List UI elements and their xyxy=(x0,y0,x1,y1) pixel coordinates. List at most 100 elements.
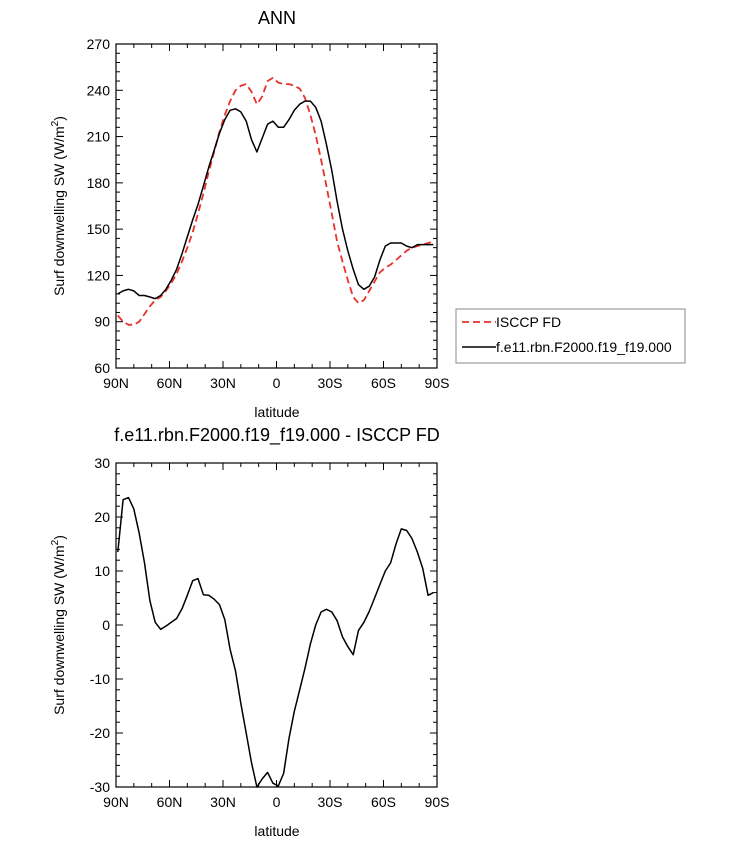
bottom-x-tick-label: 0 xyxy=(273,794,281,810)
bottom-series-1-point xyxy=(123,499,124,500)
bottom-series-1-point xyxy=(374,597,375,598)
top-series-2-point xyxy=(304,100,305,101)
bottom-series-1-point xyxy=(165,625,166,626)
top-x-tick-label: 60S xyxy=(371,375,396,391)
top-series-1-point xyxy=(123,321,124,322)
top-series-2-point xyxy=(128,289,129,290)
top-series-2-point xyxy=(299,104,300,105)
top-series-1-point xyxy=(230,100,231,101)
top-y-tick-label: 150 xyxy=(87,221,111,237)
top-series-2-point xyxy=(422,244,423,245)
bottom-series-1-point xyxy=(395,543,396,544)
top-series-1-point xyxy=(176,273,177,274)
top-series-line-1 xyxy=(117,77,434,326)
bottom-panel: f.e11.rbn.F2000.f19_f19.000 - ISCCP FD 9… xyxy=(50,425,449,839)
top-series-2-point xyxy=(144,295,145,296)
top-series-1-point xyxy=(203,193,204,194)
top-series-1-point xyxy=(197,213,198,214)
top-series-2-point xyxy=(256,151,257,152)
top-series-1-point xyxy=(390,264,391,265)
bottom-series-1-point xyxy=(144,562,145,563)
bottom-x-tick-label: 30S xyxy=(318,794,343,810)
top-x-tick-label: 30N xyxy=(210,375,236,391)
bottom-series-1-point xyxy=(294,711,295,712)
top-series-1-point xyxy=(187,247,188,248)
top-y-tick-label: 90 xyxy=(94,314,110,330)
bottom-series-1-point xyxy=(315,624,316,625)
bottom-y-axis-label: Surf downwelling SW (W/m2) xyxy=(50,535,67,715)
bottom-series-1-point xyxy=(406,530,407,531)
bottom-series-1-point xyxy=(288,738,289,739)
bottom-series-1-point xyxy=(224,619,225,620)
bottom-series-1-point xyxy=(326,609,327,610)
bottom-series-1-point xyxy=(128,497,129,498)
top-series-2-point xyxy=(219,133,220,134)
bottom-series-1-point xyxy=(171,622,172,623)
bottom-series-1-point xyxy=(304,668,305,669)
top-series-1-point xyxy=(299,88,300,89)
top-series-1-point xyxy=(192,232,193,233)
bottom-series-1-point xyxy=(390,562,391,563)
top-series-1-point xyxy=(235,90,236,91)
bottom-series-1-point xyxy=(230,649,231,650)
top-series-2-point xyxy=(213,150,214,151)
top-series-1-point xyxy=(320,159,321,160)
bottom-series-1-point xyxy=(256,786,257,787)
top-series-1-point xyxy=(395,259,396,260)
top-series-1-point xyxy=(401,255,402,256)
bottom-series-1-point xyxy=(385,570,386,571)
top-series-2-point xyxy=(379,259,380,260)
top-series-1-point xyxy=(374,281,375,282)
bottom-x-tick-label: 90S xyxy=(425,794,450,810)
top-series-1-point xyxy=(326,185,327,186)
top-y-tick-label: 60 xyxy=(94,360,110,376)
top-series-1-point xyxy=(294,85,295,86)
top-series-2-point xyxy=(160,295,161,296)
bottom-series-1-point xyxy=(267,772,268,773)
top-series-2-point xyxy=(123,290,124,291)
top-series-1-point xyxy=(385,267,386,268)
top-series-1-point xyxy=(224,114,225,115)
top-series-2-point xyxy=(155,298,156,299)
bottom-x-tick-label: 90N xyxy=(103,794,129,810)
bottom-series-1-point xyxy=(251,762,252,763)
top-series-2-point xyxy=(395,242,396,243)
bottom-series-1-point xyxy=(353,654,354,655)
legend-box xyxy=(455,308,686,364)
top-series-2-point xyxy=(283,127,284,128)
top-series-2-point xyxy=(187,236,188,237)
bottom-series-1-point xyxy=(208,595,209,596)
bottom-series-1-point xyxy=(283,773,284,774)
bottom-series-1-point xyxy=(197,578,198,579)
top-series-1-point xyxy=(369,290,370,291)
top-series-2-point xyxy=(171,279,172,280)
top-series-group xyxy=(117,77,434,326)
bottom-x-axis-label: latitude xyxy=(254,823,299,839)
top-plot-area: 90N 60N 30N 0 30S 60S 90S 60 90 120 150 180 210 240 27… xyxy=(87,36,450,391)
top-series-1-point xyxy=(171,283,172,284)
top-series-2-point xyxy=(224,119,225,120)
top-series-2-point xyxy=(326,144,327,145)
bottom-y-tick-label: 10 xyxy=(94,563,110,579)
bottom-y-tick-label: -30 xyxy=(90,779,110,795)
bottom-panel-title: f.e11.rbn.F2000.f19_f19.000 - ISCCP FD xyxy=(114,425,440,446)
top-series-2-point xyxy=(331,170,332,171)
bottom-series-1-point xyxy=(192,580,193,581)
top-panel: ANN 90N 60N 30N 0 30S 60S 90S 60 90 120 150 180 210 2… xyxy=(50,8,449,420)
bottom-series-1-point xyxy=(358,630,359,631)
top-series-1-point xyxy=(272,77,273,78)
top-series-2-point xyxy=(288,119,289,120)
top-plot-frame xyxy=(115,43,438,369)
bottom-series-1-point xyxy=(401,528,402,529)
top-x-tick-label: 60N xyxy=(157,375,183,391)
bottom-series-1-point xyxy=(155,622,156,623)
top-series-2-point xyxy=(192,219,193,220)
bottom-series-1-point xyxy=(411,538,412,539)
bottom-series-1-point xyxy=(422,568,423,569)
top-series-1-point xyxy=(155,300,156,301)
top-series-2-point xyxy=(417,244,418,245)
top-y-tick-label: 180 xyxy=(87,175,111,191)
bottom-series-1-point xyxy=(433,592,434,593)
top-x-tick-label: 0 xyxy=(273,375,281,391)
top-series-2-point xyxy=(310,100,311,101)
